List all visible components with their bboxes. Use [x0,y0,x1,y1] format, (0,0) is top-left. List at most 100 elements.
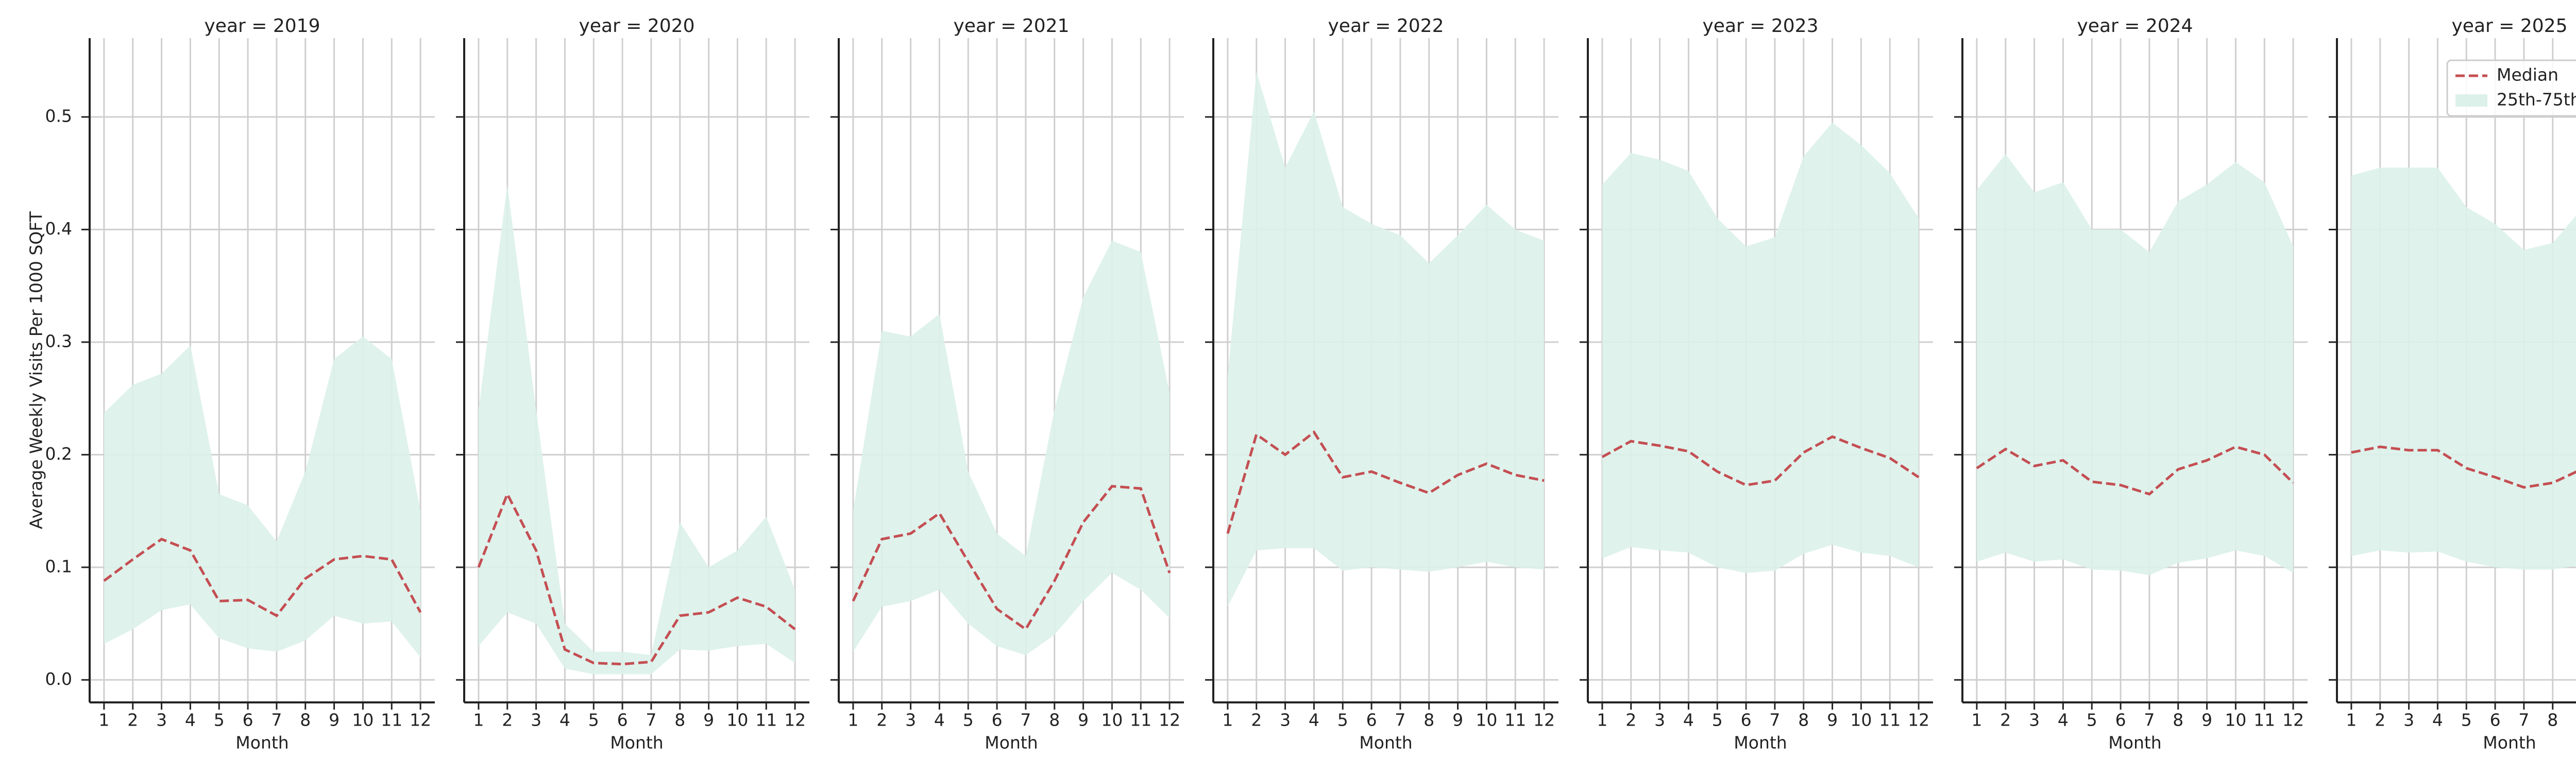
x-tick-label: 10 [1101,710,1123,730]
x-tick-label: 11 [755,710,777,730]
x-axis-label: Month [1734,733,1787,753]
percentile-band [853,241,1170,656]
median-line [1226,430,1545,534]
x-tick-label: 3 [1654,710,1665,730]
facet: year = 2025123456789101112MonthMedian25t… [2329,15,2576,753]
x-tick-label: 1 [2346,710,2357,730]
x-tick-label: 6 [243,710,253,730]
x-tick-label: 12 [410,710,431,730]
x-tick-label: 2 [127,710,138,730]
x-tick-label: 8 [1798,710,1809,730]
median-line [2351,445,2576,489]
x-tick-label: 2 [1251,710,1262,730]
x-tick-label: 5 [2087,710,2097,730]
x-tick-label: 10 [1476,710,1497,730]
x-tick-label: 7 [271,710,282,730]
x-tick-label: 6 [1366,710,1377,730]
percentile-band [1227,72,1545,607]
x-tick-label: 7 [646,710,656,730]
x-tick-label: 10 [726,710,748,730]
x-tick-label: 3 [156,710,167,730]
x-tick-label: 5 [1337,710,1348,730]
percentile-band [104,336,421,658]
x-tick-label: 4 [2432,710,2443,730]
x-axis-label: Month [2108,733,2161,753]
x-tick-label: 10 [2225,710,2246,730]
x-tick-label: 2 [502,710,513,730]
x-tick-label: 9 [1452,710,1463,730]
x-tick-label: 11 [2253,710,2275,730]
facet-title: year = 2025 [2452,15,2568,37]
percentile-band [478,184,795,675]
y-tick-label: 0.3 [45,331,72,351]
x-tick-label: 5 [214,710,225,730]
median-line [103,537,422,617]
percentile-band [1602,122,1919,573]
x-tick-label: 7 [1020,710,1031,730]
x-tick-label: 4 [2058,710,2069,730]
x-tick-label: 1 [473,710,484,730]
x-tick-label: 7 [2518,710,2529,730]
x-tick-label: 7 [1395,710,1405,730]
x-tick-label: 6 [1741,710,1752,730]
x-axis-label: Month [235,733,289,753]
legend-label: 25th-75th Percentile [2497,90,2576,110]
facet-title: year = 2024 [2077,15,2193,37]
x-tick-label: 6 [992,710,1003,730]
x-tick-label: 11 [1879,710,1901,730]
x-tick-label: 5 [588,710,599,730]
x-tick-label: 8 [1423,710,1434,730]
x-tick-label: 6 [617,710,628,730]
x-tick-label: 12 [784,710,806,730]
x-tick-label: 1 [848,710,858,730]
x-tick-label: 4 [934,710,945,730]
x-tick-label: 12 [1533,710,1555,730]
x-tick-label: 10 [352,710,374,730]
x-tick-label: 3 [1280,710,1291,730]
x-tick-label: 8 [674,710,685,730]
y-tick-label: 0.5 [45,106,72,126]
x-tick-label: 2 [1625,710,1636,730]
y-tick-label: 0.2 [45,444,72,464]
x-tick-label: 4 [1683,710,1694,730]
x-tick-label: 4 [560,710,570,730]
x-tick-label: 9 [2201,710,2212,730]
percentile-band [1976,154,2294,576]
facet-title: year = 2022 [1328,15,1444,37]
x-tick-label: 11 [381,710,402,730]
median-line [1976,445,2294,496]
percentile-band [2351,167,2576,570]
x-tick-label: 5 [963,710,974,730]
facet-title: year = 2021 [954,15,1070,37]
x-tick-label: 1 [1597,710,1607,730]
x-tick-label: 7 [1769,710,1780,730]
x-tick-label: 11 [1504,710,1526,730]
x-tick-label: 7 [2144,710,2155,730]
x-tick-label: 9 [1827,710,1838,730]
x-tick-label: 10 [1850,710,1872,730]
x-tick-label: 12 [2282,710,2304,730]
x-tick-label: 2 [876,710,887,730]
median-line [852,484,1171,631]
x-tick-label: 5 [2461,710,2472,730]
legend-swatch [2455,94,2487,107]
y-tick-label: 0.0 [45,669,72,689]
x-tick-label: 1 [1222,710,1233,730]
x-tick-label: 3 [905,710,916,730]
y-tick-label: 0.1 [45,556,72,576]
x-tick-label: 1 [98,710,109,730]
y-axis-label: Average Weekly Visits Per 1000 SQFT [26,211,46,529]
y-tick-label: 0.4 [45,219,72,239]
x-tick-label: 2 [2000,710,2011,730]
x-tick-label: 8 [300,710,311,730]
x-axis-label: Month [1359,733,1412,753]
facet-title: year = 2020 [579,15,695,37]
x-axis-label: Month [610,733,663,753]
x-tick-label: 5 [1712,710,1723,730]
x-tick-label: 9 [1078,710,1089,730]
